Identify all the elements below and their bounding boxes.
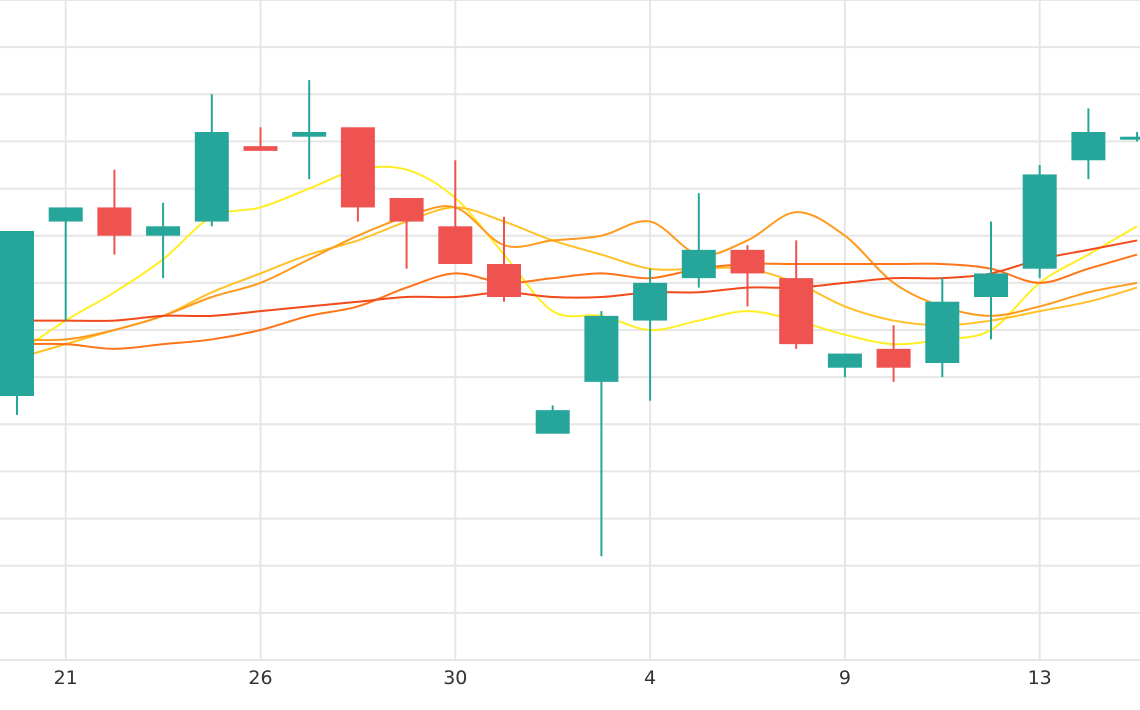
candle-body <box>633 282 668 321</box>
candle <box>97 169 132 255</box>
candle <box>730 245 765 307</box>
moving-average-line-5 <box>17 239 1138 322</box>
candle-body <box>681 249 716 279</box>
candle-body <box>146 226 181 236</box>
candle-body <box>438 226 473 264</box>
candle <box>48 207 83 321</box>
candles <box>0 80 1140 557</box>
candle <box>438 160 473 264</box>
candle <box>1022 165 1057 279</box>
candle-body <box>243 146 278 151</box>
candle-body <box>730 249 765 274</box>
candle <box>779 240 814 349</box>
candle-body <box>827 353 862 368</box>
candle <box>340 127 375 222</box>
candle <box>681 193 716 288</box>
x-tick-label: 26 <box>248 667 272 689</box>
candle <box>827 353 862 378</box>
candle <box>194 94 229 227</box>
candle-body <box>389 198 424 222</box>
candle <box>633 268 668 401</box>
candle <box>1120 132 1140 142</box>
candle <box>974 221 1008 340</box>
candle-body <box>340 127 375 208</box>
candle-body <box>1022 174 1057 269</box>
candle-body <box>1120 136 1140 140</box>
candle-body <box>925 301 960 363</box>
x-axis: 21 26 30 4 9 13 <box>54 667 1052 689</box>
candle-body <box>97 207 132 236</box>
candle <box>389 198 424 269</box>
candle-body <box>0 231 34 396</box>
x-tick-label: 21 <box>54 667 78 689</box>
x-tick-label: 9 <box>839 667 851 689</box>
moving-average-line-3 <box>16 205 1138 342</box>
x-tick-label: 4 <box>644 667 656 689</box>
candle <box>876 325 911 382</box>
candle-body <box>1071 132 1106 161</box>
x-tick-label: 13 <box>1028 667 1052 689</box>
candle-body <box>487 264 521 297</box>
candle-body <box>876 348 911 368</box>
candle <box>487 216 521 302</box>
candle-body <box>974 273 1008 297</box>
candle-body <box>535 410 570 434</box>
moving-average-line-4 <box>16 253 1138 350</box>
candle-body <box>194 132 229 222</box>
candle <box>925 278 960 378</box>
x-tick-label: 30 <box>443 667 467 689</box>
candle-body <box>779 278 814 345</box>
candle <box>292 80 327 180</box>
candle <box>1071 108 1106 180</box>
grid-lines <box>0 0 1140 661</box>
candle-body <box>48 207 83 222</box>
moving-average-line-1 <box>16 165 1138 355</box>
candle <box>146 202 181 279</box>
candle <box>584 311 619 557</box>
candle <box>243 127 278 151</box>
candle-body <box>292 132 327 137</box>
candle-body <box>584 315 619 382</box>
candle <box>535 405 570 434</box>
candle <box>0 231 34 415</box>
